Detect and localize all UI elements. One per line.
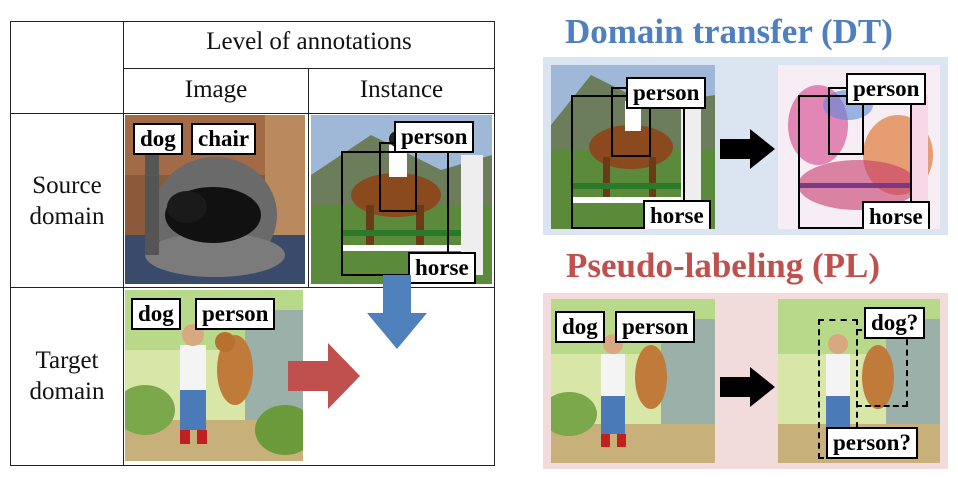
table-border-left [10, 21, 11, 466]
table-col-divider-2 [308, 68, 309, 288]
row-label-target-line2: domain [29, 378, 105, 405]
right-arrow-icon [720, 367, 775, 407]
table-border-right [494, 21, 495, 466]
label-person: person [394, 121, 475, 153]
row-label-source-line1: Source [32, 172, 102, 199]
header-instance: Instance [359, 76, 444, 103]
down-arrow-icon [367, 275, 427, 349]
boy-dog-photo: dog person [125, 290, 303, 461]
header-image: Image [184, 76, 248, 103]
pl-label-person-q: person? [826, 427, 918, 459]
table-border-bottom [10, 465, 495, 466]
pl-label-dog: dog [555, 311, 605, 343]
pl-label-dog-q: dog? [864, 307, 926, 339]
dt-panel: person horse person horse [543, 57, 948, 235]
pl-bbox-dog [856, 329, 908, 407]
table-col-divider-1 [123, 21, 124, 466]
table-header-divider [123, 68, 495, 69]
right-arrow-icon [720, 129, 775, 169]
dog-chair-photo: dog chair [125, 115, 305, 284]
dt-label-person: person [626, 77, 707, 109]
label-dog-target: dog [131, 298, 181, 330]
row-label-target-line1: Target [35, 347, 99, 374]
dt-label-horse: horse [643, 200, 711, 229]
pl-pseudo-photo: dog? person? [778, 299, 940, 463]
pl-title: Pseudo-labeling (PL) [566, 246, 881, 285]
row-label-target: Target domain [12, 345, 122, 407]
pl-source-photo: dog person [551, 299, 715, 463]
label-dog: dog [133, 123, 183, 155]
label-chair: chair [191, 123, 257, 155]
pl-label-person: person [615, 311, 696, 343]
dt-transferred-label-horse: horse [862, 201, 930, 229]
table-row-divider-2 [10, 287, 495, 288]
dt-transferred-photo: person horse [778, 65, 940, 229]
row-label-source-line2: domain [29, 203, 105, 230]
pl-panel: dog person dog? person? [543, 293, 948, 469]
dt-title: Domain transfer (DT) [565, 12, 893, 51]
label-person-target: person [195, 298, 276, 330]
right-arrow-icon [288, 343, 360, 409]
header-level-of-annotations: Level of annotations [206, 28, 412, 55]
table-border-top [10, 21, 495, 22]
dt-source-photo: person horse [551, 65, 715, 229]
label-horse: horse [408, 252, 476, 284]
row-label-source: Source domain [12, 170, 122, 232]
horse-rider-photo-instance: person horse [311, 115, 492, 284]
table-row-divider-1 [10, 113, 495, 114]
dog-photo [125, 115, 305, 284]
dt-transferred-label-person: person [846, 73, 927, 105]
boy-dog-painting [125, 290, 303, 461]
